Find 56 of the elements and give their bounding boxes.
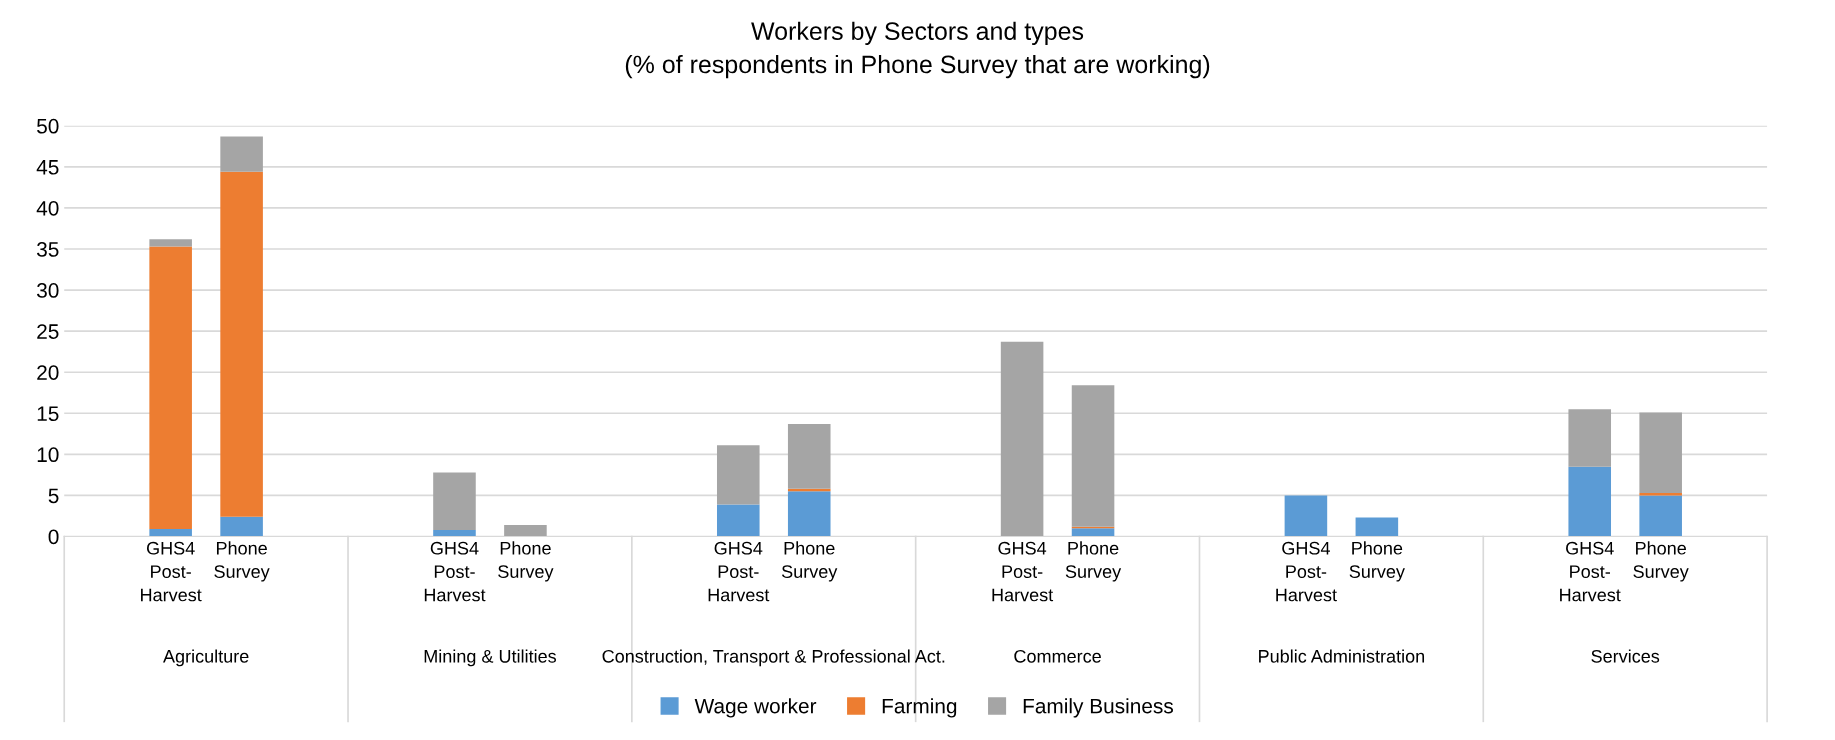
bar <box>717 445 760 505</box>
text: Commerce <box>1014 649 1101 663</box>
y-tick-label: 30 <box>36 283 59 298</box>
y-tick-label: 10 <box>37 447 59 463</box>
x-tick-label: Phone Survey <box>781 541 838 582</box>
text: Public Administration <box>1259 649 1425 663</box>
bar <box>149 246 192 530</box>
bar <box>1355 517 1399 537</box>
y-tick-label: 40 <box>36 200 59 216</box>
y-tick-label: 25 <box>37 324 59 339</box>
x-tick-label: GHS4 Post-Harvest <box>708 541 770 602</box>
x-tick-label: Phone Survey <box>1065 541 1122 582</box>
y-tick-label: 15 <box>37 406 59 422</box>
bar <box>717 504 760 537</box>
y-tick-label: 0 <box>48 529 59 545</box>
text: Agriculture <box>163 649 249 667</box>
bar <box>220 516 263 537</box>
bar <box>1000 341 1044 537</box>
legend-label: Farming <box>882 698 957 718</box>
x-tick-label: Phone Survey <box>1349 541 1405 582</box>
x-tick-label: Phone Survey <box>1633 541 1689 582</box>
bar <box>1639 495 1682 537</box>
bar <box>149 239 192 247</box>
bar <box>1639 412 1682 493</box>
bar <box>787 491 831 537</box>
y-tick-label: 35 <box>36 242 59 257</box>
x-tick-label: Phone Survey <box>214 541 270 582</box>
bar <box>220 171 263 517</box>
bar <box>433 472 476 530</box>
x-tick-label: Phone Survey <box>498 541 554 582</box>
x-tick-label: GHS4 Post-Harvest <box>1276 541 1337 602</box>
legend-label: Wage worker <box>694 698 817 718</box>
bar <box>504 525 547 537</box>
y-tick-label: 50 <box>37 118 59 134</box>
chart-subtitle: (% of respondents in Phone Survey that are working) <box>625 54 1210 79</box>
legend-label: Family Business <box>1023 698 1173 718</box>
bar <box>149 529 192 537</box>
x-tick-label: GHS4 Post-Harvest <box>424 541 486 602</box>
chart-title: Workers by Sectors and types <box>751 21 1084 45</box>
bar <box>787 423 831 489</box>
bar <box>1071 528 1115 537</box>
bar <box>1071 385 1115 527</box>
bar <box>433 529 476 537</box>
text: Mining & Utilities <box>424 649 557 667</box>
bar <box>1568 466 1612 537</box>
y-tick-label: 45 <box>36 160 59 175</box>
y-tick-label: 5 <box>48 488 59 504</box>
bar <box>1568 409 1612 467</box>
x-tick-label: GHS4 Post-Harvest <box>992 541 1054 602</box>
x-tick-label: GHS4 Post-Harvest <box>141 541 202 602</box>
y-tick-label: 20 <box>37 365 59 380</box>
bar <box>220 136 263 172</box>
bar <box>1284 495 1328 537</box>
text: Construction, Transport & Professional Act. <box>602 649 945 667</box>
x-tick-label: GHS4 Post-Harvest <box>1560 541 1621 602</box>
text: Services <box>1591 649 1660 663</box>
